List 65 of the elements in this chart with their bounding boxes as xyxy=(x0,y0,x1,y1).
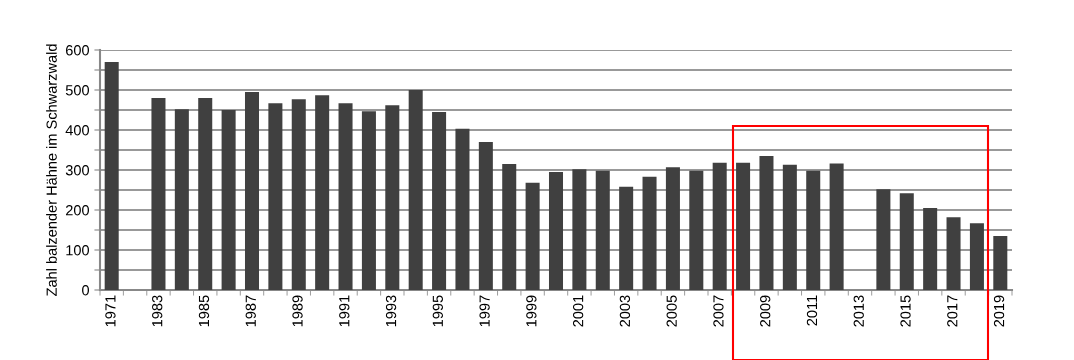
bar xyxy=(268,103,283,290)
bar xyxy=(151,98,166,290)
bar xyxy=(969,223,984,290)
x-tick-label: 1995 xyxy=(432,295,443,327)
bar xyxy=(315,95,330,290)
y-axis-title: Zahl balzender Hähne im Schwarzwald xyxy=(46,44,57,296)
x-tick-label: 1999 xyxy=(526,295,537,327)
bar xyxy=(338,103,353,290)
bar xyxy=(876,189,891,290)
bar xyxy=(595,170,610,290)
bar xyxy=(712,162,727,290)
x-tick-label: 2019 xyxy=(993,295,1005,327)
bar xyxy=(361,111,376,290)
bar xyxy=(572,169,587,290)
x-tick-label: 1985 xyxy=(198,295,210,327)
bar xyxy=(408,90,423,290)
y-tick-label: 400 xyxy=(65,125,90,136)
x-tick-label: 1993 xyxy=(385,295,397,327)
bar xyxy=(993,236,1008,290)
x-tick-label: 2005 xyxy=(666,295,677,327)
bar xyxy=(502,164,517,290)
y-tick-label: 200 xyxy=(65,205,90,216)
bar xyxy=(455,128,470,290)
bar xyxy=(829,163,844,290)
bar xyxy=(923,208,938,290)
y-tick-label: 600 xyxy=(65,45,90,56)
bar xyxy=(619,186,634,290)
bar xyxy=(104,62,119,290)
y-tick-label: 500 xyxy=(65,85,90,96)
bar xyxy=(525,182,540,290)
x-tick-label: 1991 xyxy=(339,295,350,327)
x-tick-label: 2011 xyxy=(806,295,818,326)
x-tick-label: 1987 xyxy=(245,295,256,327)
y-tick-label: 300 xyxy=(65,165,90,176)
x-tick-label: 2017 xyxy=(947,295,958,327)
x-tick-label: 1983 xyxy=(152,295,163,327)
y-tick-label: 0 xyxy=(82,285,90,296)
x-tick-label: 2013 xyxy=(853,295,864,327)
bar xyxy=(665,167,680,290)
bar xyxy=(291,99,306,290)
bar xyxy=(198,98,213,290)
bar xyxy=(174,109,189,290)
x-tick-label: 2003 xyxy=(619,295,631,327)
x-tick-label: 1989 xyxy=(292,295,303,327)
bar xyxy=(759,156,774,290)
bar xyxy=(899,193,914,290)
bar xyxy=(385,105,400,290)
x-tick-label: 2001 xyxy=(572,295,584,327)
bar xyxy=(782,164,797,290)
bar xyxy=(221,110,236,290)
y-tick-label: 100 xyxy=(66,245,90,256)
bar xyxy=(244,92,260,290)
bar xyxy=(548,172,564,290)
bar xyxy=(689,170,704,290)
bar xyxy=(806,170,821,290)
x-tick-label: 2007 xyxy=(713,295,724,327)
bar xyxy=(478,142,493,290)
bar xyxy=(736,162,751,290)
x-tick-label: 2015 xyxy=(900,295,911,327)
bar xyxy=(946,217,961,290)
bar xyxy=(432,112,447,290)
x-tick-label: 2009 xyxy=(760,295,771,327)
bar xyxy=(642,176,657,290)
x-tick-label: 1997 xyxy=(479,295,490,327)
x-tick-label: 1971 xyxy=(105,295,116,327)
